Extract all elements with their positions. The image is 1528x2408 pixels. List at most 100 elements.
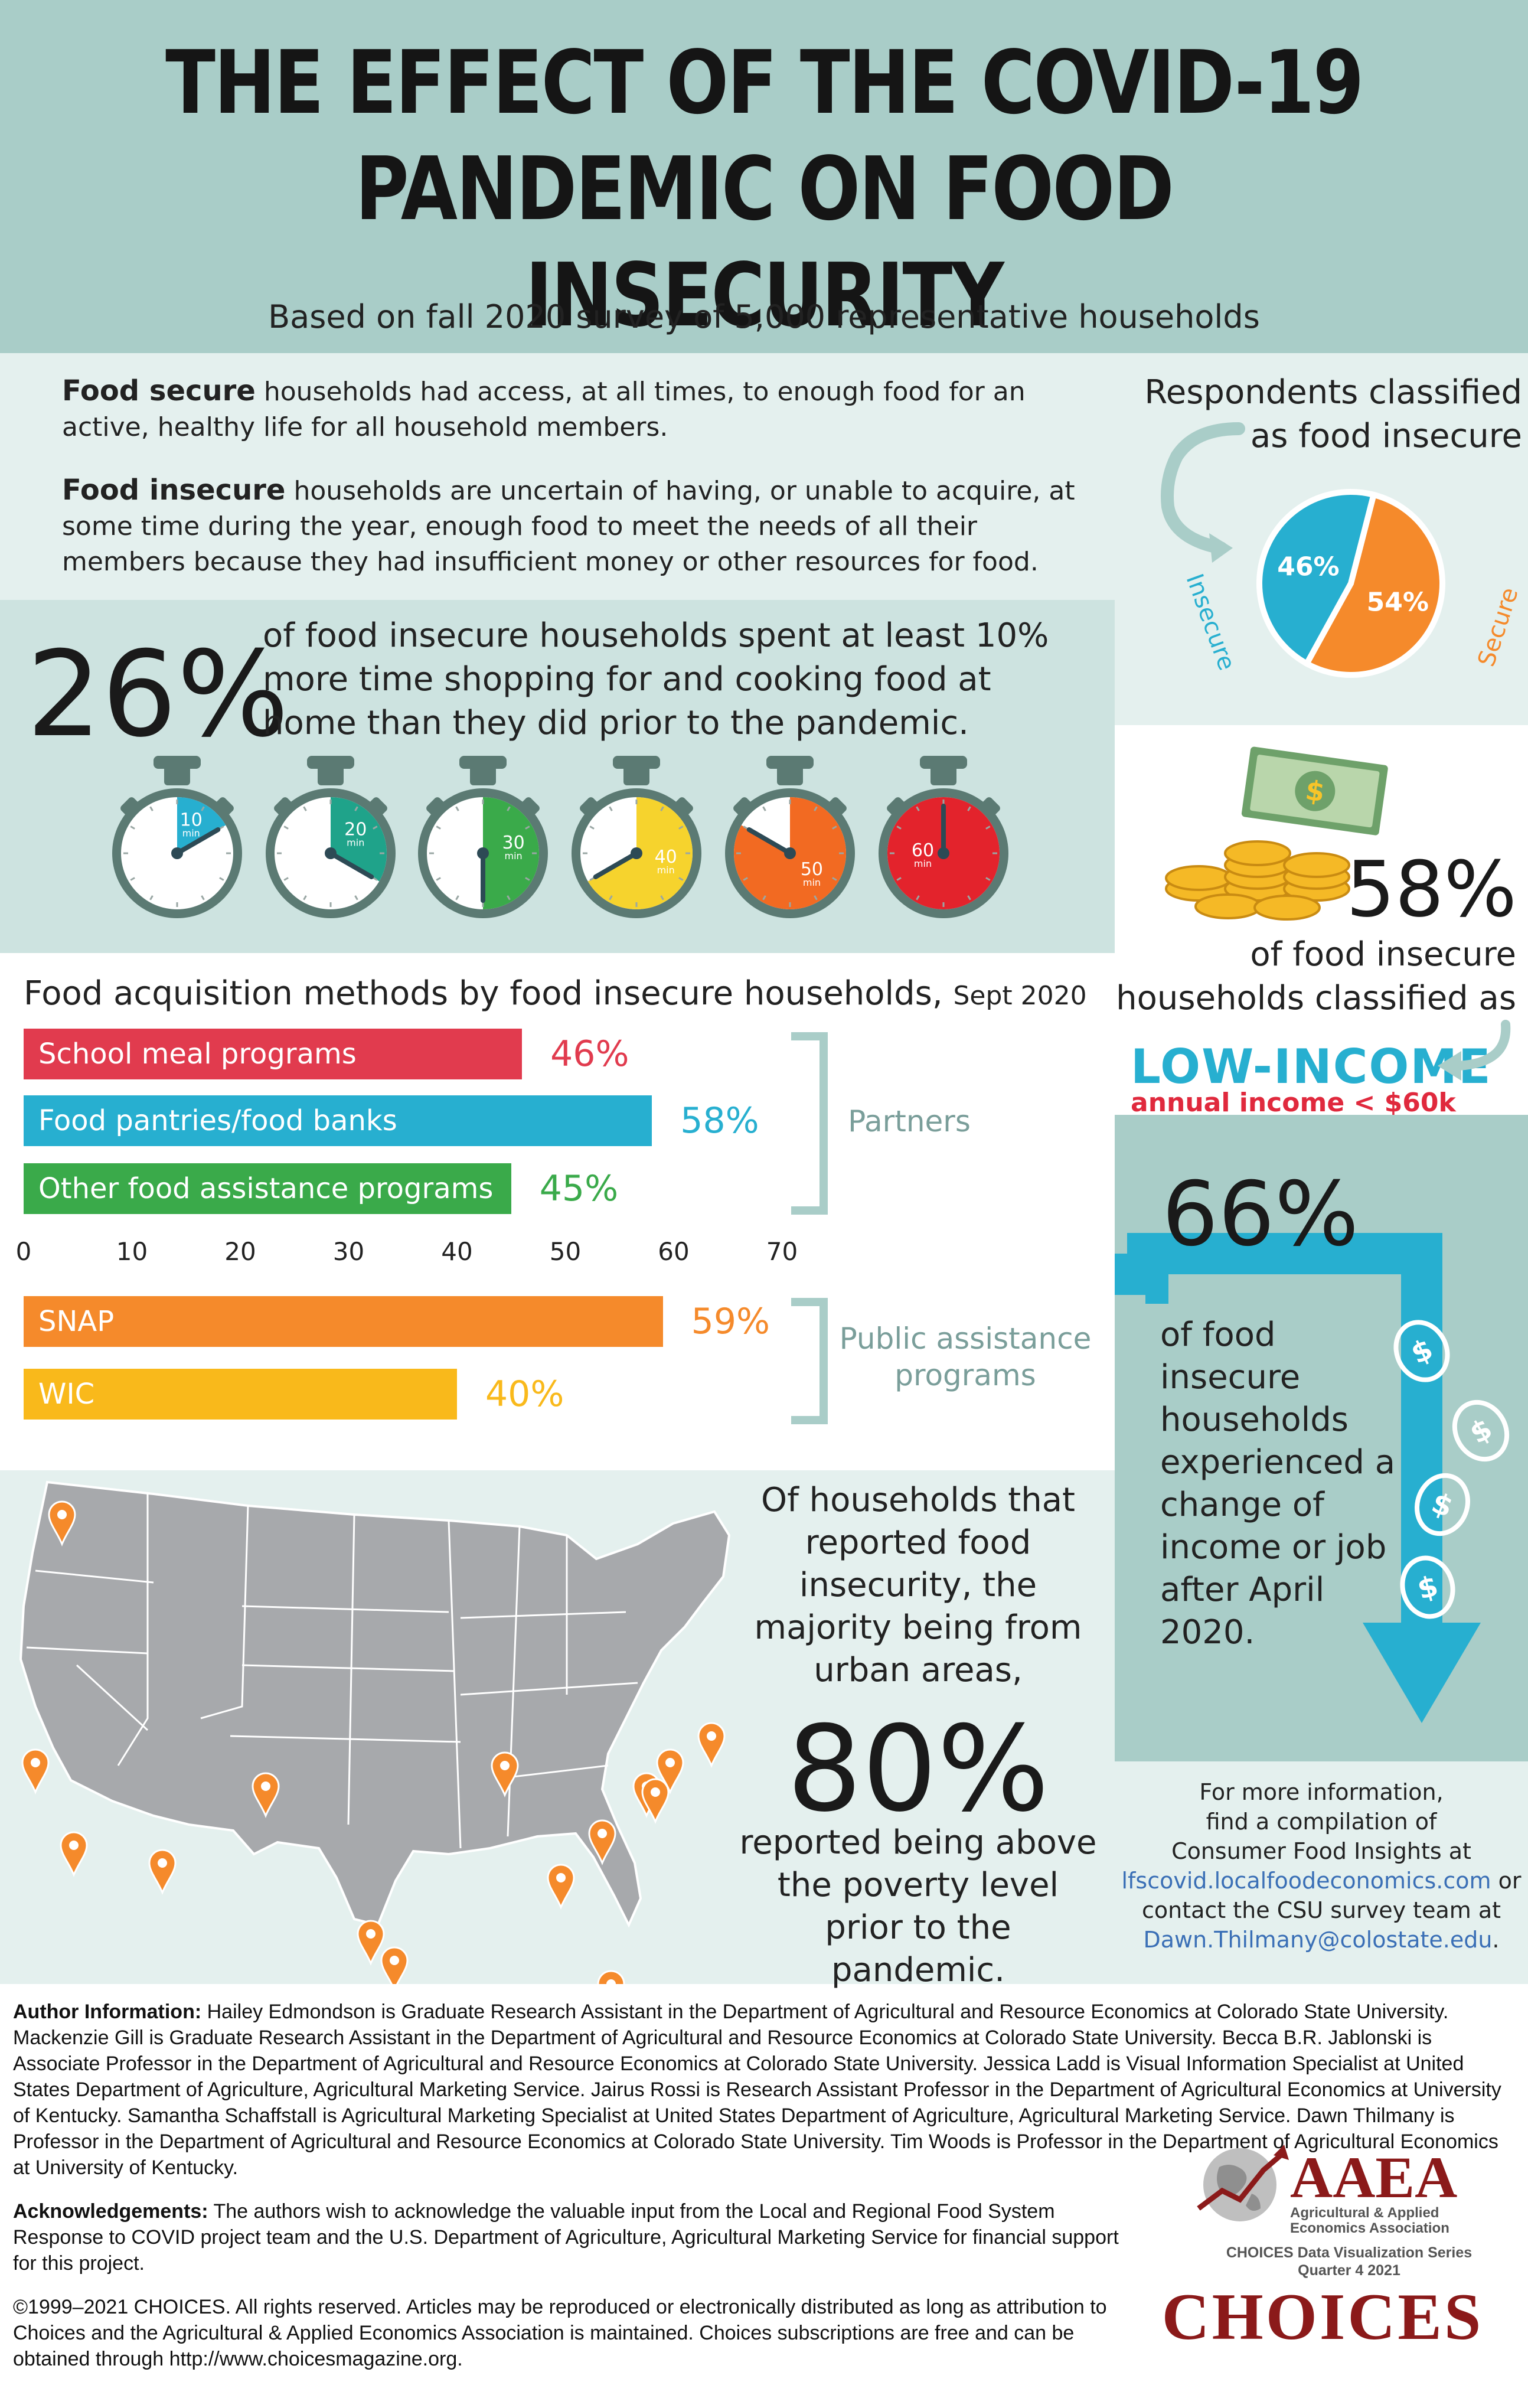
income-text-line-2: households classified as	[1116, 979, 1516, 1017]
location-pin-icon	[148, 1849, 177, 1895]
bar-category-label: School meal programs	[38, 1037, 357, 1071]
timer-minutes: 40	[655, 847, 677, 867]
location-pin-icon	[697, 1722, 726, 1769]
timer-hand	[746, 827, 792, 856]
job-arrow-graphic: $ $ $ $	[1115, 1233, 1510, 1723]
money-icon: $	[1165, 746, 1388, 921]
footer-text: Author Information: Hailey Edmondson is …	[13, 1999, 1513, 2390]
chart-title-main: Food acquisition methods by food insecur…	[24, 974, 943, 1013]
food-secure-term: Food secure	[62, 374, 256, 407]
author-information: Author Information: Hailey Edmondson is …	[13, 1999, 1507, 2181]
food-insecure-term: Food insecure	[62, 474, 286, 507]
aaea-sub-line-2: Economics Association	[1290, 2220, 1449, 2236]
info-panel	[1115, 1761, 1528, 1984]
pie-title-line-1: Respondents classified	[1144, 373, 1522, 412]
map-pins	[21, 1500, 726, 1984]
timer-unit: min	[505, 850, 523, 862]
more-info: For more information, find a compilation…	[1115, 1777, 1528, 1955]
x-tick-label: 30	[332, 1237, 365, 1266]
copyright: ©1999–2021 CHOICES. All rights reserved.…	[13, 2296, 1107, 2370]
series-line-2: Quarter 4 2021	[1298, 2262, 1400, 2279]
info-line-4: contact the CSU survey team at	[1141, 1897, 1501, 1923]
bar-category-label: SNAP	[38, 1305, 115, 1338]
aaea-globe-icon	[1197, 2145, 1289, 2221]
pie-insecure-value: 46%	[1277, 552, 1339, 582]
bar-value-label: 40%	[485, 1373, 564, 1415]
poverty-stat-text: reported being above the poverty level p…	[739, 1823, 1097, 1989]
aaea-full-name: Agricultural & Applied Economics Associa…	[1290, 2205, 1449, 2236]
bar-wic: WIC	[24, 1369, 457, 1420]
series-line-1: CHOICES Data Visualization Series	[1226, 2244, 1473, 2261]
bar-value-label: 46%	[550, 1033, 629, 1075]
title-line-2: PANDEMIC ON FOOD INSECURITY	[355, 138, 1174, 346]
location-pin-icon	[597, 1970, 625, 1984]
location-pin-icon	[21, 1748, 50, 1795]
location-pin-icon	[491, 1751, 519, 1798]
low-income-label: LOW-INCOME	[1131, 1039, 1492, 1094]
urban-stat-text: Of households that reported food insecur…	[754, 1481, 1082, 1689]
timer-unit: min	[182, 827, 200, 838]
timer-unit: min	[347, 837, 364, 848]
x-tick-label: 20	[224, 1237, 256, 1266]
bar-other-food-assistance-programs: Other food assistance programs	[24, 1163, 511, 1214]
pie-chart: 46% 54% Insecure Secure	[1161, 422, 1524, 678]
acknowledgements: Acknowledgements: The authors wish to ac…	[13, 2198, 1147, 2276]
ack-label: Acknowledgements:	[13, 2200, 208, 2223]
pie-title: Respondents classified as food insecure	[1115, 371, 1522, 458]
ack-text: The authors wish to acknowledge the valu…	[13, 2200, 1119, 2275]
info-email-link[interactable]: Dawn.Thilmany@colostate.edu	[1143, 1927, 1493, 1953]
svg-text:$: $	[1304, 774, 1327, 808]
author-text: Hailey Edmondson is Graduate Research As…	[13, 2001, 1501, 2179]
location-pin-icon	[252, 1772, 280, 1819]
location-pin-icon	[357, 1920, 385, 1966]
info-line-3: Consumer Food Insights at	[1171, 1838, 1471, 1864]
income-text-line-1: of food insecure	[1250, 935, 1516, 974]
timer-minutes: 60	[912, 840, 934, 861]
food-secure-definition: Food secure households had access, at al…	[62, 373, 1101, 445]
info-line-2: find a compilation of	[1206, 1809, 1437, 1835]
chart-title-date: Sept 2020	[953, 981, 1087, 1011]
timer-hand	[328, 851, 374, 879]
chart-title: Food acquisition methods by food insecur…	[24, 974, 1087, 1013]
map-shape	[19, 1480, 731, 1928]
timer-hand	[593, 851, 639, 879]
pie-secure-label: Secure	[1473, 584, 1524, 670]
pie-slices	[1256, 489, 1445, 678]
time-stat-percent: 26%	[27, 626, 289, 763]
x-tick-label: 50	[549, 1237, 582, 1266]
food-insecure-text: households are uncertain of having, or u…	[62, 476, 1075, 577]
location-pin-icon	[588, 1819, 616, 1866]
series-label: CHOICES Data Visualization Series Quarte…	[1184, 2244, 1514, 2279]
location-pin-icon	[656, 1748, 684, 1795]
bar-value-label: 45%	[539, 1168, 619, 1209]
info-website-link[interactable]: lfscovid.localfoodeconomics.com	[1121, 1868, 1491, 1894]
timer-minutes: 50	[801, 859, 823, 880]
us-map	[19, 1480, 731, 1984]
pie-insecure-label: Insecure	[1181, 570, 1240, 674]
job-stat-percent: 66%	[1162, 1163, 1359, 1266]
group-label-partners: Partners	[848, 1104, 971, 1138]
location-pin-icon	[641, 1778, 670, 1825]
group-label-public-assistance: Public assistance programs	[835, 1320, 1095, 1394]
aaea-sub-line-1: Agricultural & Applied	[1290, 2205, 1439, 2221]
x-tick-label: 70	[766, 1237, 798, 1266]
page-title: THE EFFECT OF THE COVID-19 PANDEMIC ON F…	[122, 30, 1406, 348]
x-tick-label: 0	[15, 1237, 32, 1266]
low-income-arrow	[1438, 1020, 1511, 1081]
bar-category-label: Other food assistance programs	[38, 1172, 494, 1205]
bar-food-pantries-food-banks: Food pantries/food banks	[24, 1095, 652, 1146]
bar-category-label: WIC	[38, 1378, 95, 1411]
pie-title-line-2: as food insecure	[1250, 417, 1522, 455]
food-secure-text: households had access, at all times, to …	[62, 377, 1026, 442]
location-pin-icon	[60, 1831, 88, 1878]
food-insecure-definition: Food insecure households are uncertain o…	[62, 472, 1101, 580]
group-brackets	[791, 1032, 828, 1424]
location-pin-icon	[380, 1946, 409, 1984]
title-line-1: THE EFFECT OF THE COVID-19	[165, 32, 1364, 133]
